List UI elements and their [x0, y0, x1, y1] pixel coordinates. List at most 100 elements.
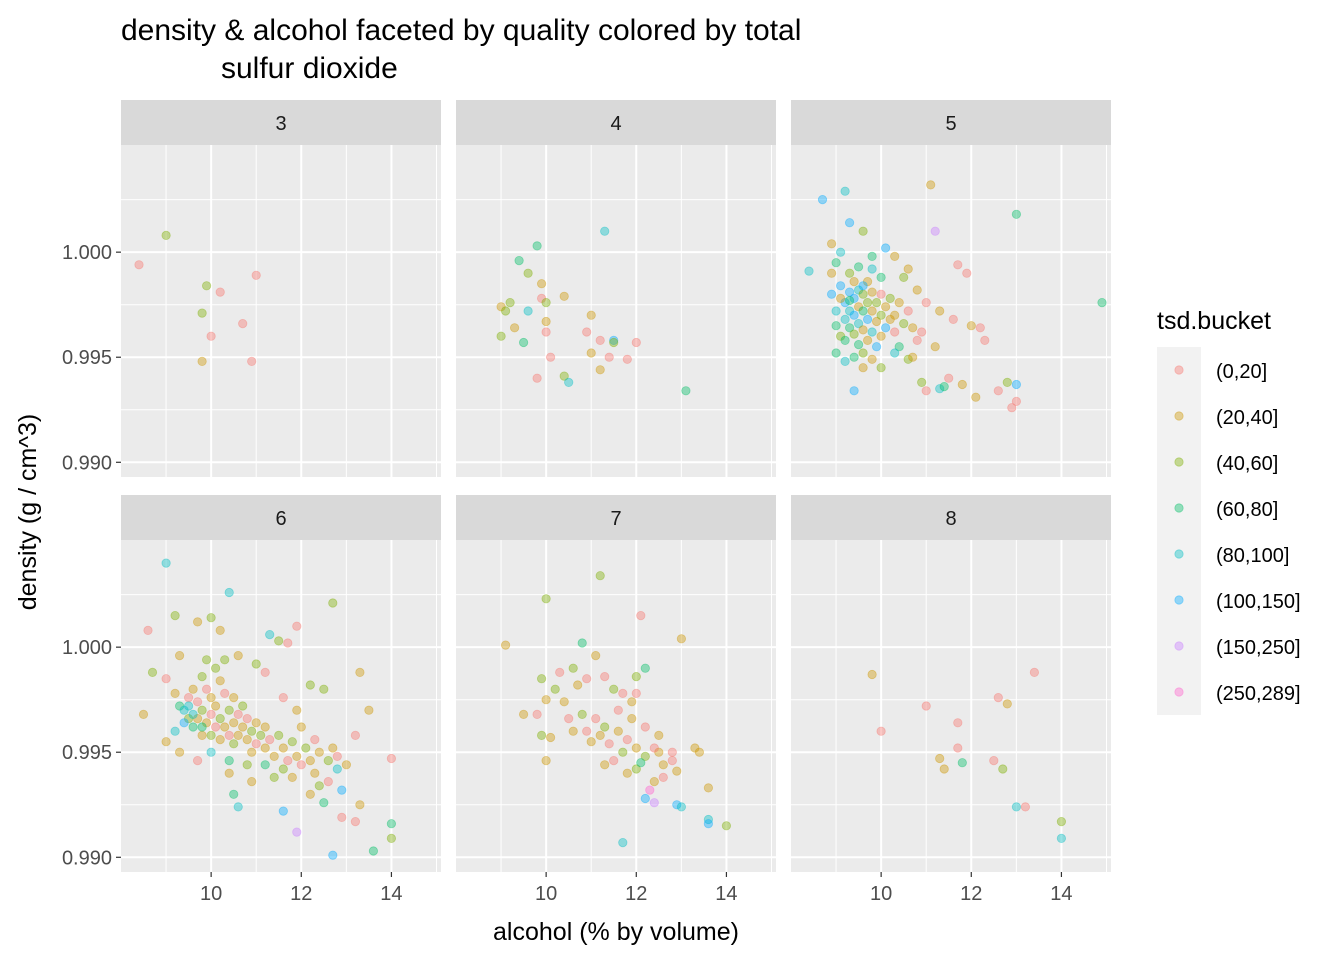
data-point [197, 671, 207, 682]
data-point [953, 718, 963, 728]
data-point [341, 760, 351, 770]
data-point [953, 260, 963, 270]
data-point [890, 327, 900, 337]
data-point [930, 342, 940, 352]
data-point [211, 663, 221, 673]
data-point [287, 772, 297, 783]
data-point [604, 739, 614, 749]
data-point [496, 331, 506, 341]
facet-strip [456, 495, 776, 540]
legend-label: (80,100] [1216, 545, 1289, 567]
data-point [694, 747, 705, 757]
data-point [238, 318, 248, 329]
data-point [305, 789, 315, 799]
data-point [840, 314, 850, 324]
data-point [871, 316, 882, 327]
legend-label: (60,80] [1216, 499, 1278, 521]
data-point [555, 667, 565, 678]
data-point [364, 705, 374, 715]
data-point [840, 186, 850, 196]
data-point [197, 730, 207, 741]
data-point [853, 302, 864, 312]
data-point [622, 768, 632, 778]
data-point [953, 743, 963, 753]
data-point [631, 337, 641, 348]
data-point [939, 764, 949, 774]
data-point [314, 747, 324, 757]
data-point [867, 327, 877, 337]
data-point [278, 743, 288, 753]
data-point [305, 680, 315, 690]
data-point [844, 268, 855, 278]
data-point [296, 722, 306, 732]
data-point [649, 743, 659, 753]
data-point [957, 758, 967, 768]
data-point [1056, 833, 1067, 844]
data-point [233, 730, 243, 741]
data-point [559, 371, 569, 381]
data-point [835, 331, 846, 341]
data-point [627, 697, 637, 707]
data-point [161, 558, 171, 568]
data-point [622, 354, 632, 364]
data-point [332, 764, 342, 774]
data-point [876, 310, 886, 320]
data-point [386, 753, 396, 764]
data-point [197, 722, 207, 732]
data-point [831, 348, 841, 358]
data-point [989, 755, 999, 766]
data-point [188, 684, 198, 694]
data-point [1020, 802, 1031, 812]
legend-key [1157, 623, 1201, 669]
data-point [844, 218, 855, 228]
data-point [867, 264, 877, 274]
data-point [703, 814, 714, 825]
legend-swatch [1174, 595, 1184, 605]
data-point [265, 629, 275, 640]
facet-strip-label: 3 [275, 113, 286, 135]
data-point [962, 268, 972, 278]
data-point [310, 768, 320, 778]
x-tick-label: 14 [715, 883, 737, 905]
data-point [147, 667, 158, 678]
data-point [957, 379, 967, 390]
data-point [193, 697, 203, 707]
legend-swatch [1174, 457, 1184, 467]
legend-key [1157, 669, 1201, 715]
data-point [350, 816, 360, 827]
data-point [229, 718, 239, 728]
data-point [672, 800, 682, 810]
data-point [890, 310, 900, 320]
data-point [206, 692, 216, 703]
data-point [224, 768, 234, 778]
data-point [215, 734, 225, 745]
data-point [844, 323, 855, 333]
data-point [242, 713, 252, 724]
data-point [921, 297, 931, 308]
data-point [211, 701, 221, 711]
legend-title: tsd.bucket [1157, 307, 1271, 335]
data-point [831, 258, 841, 268]
data-point [613, 726, 623, 736]
data-point [840, 356, 850, 366]
data-point [206, 613, 216, 623]
panel-background [791, 145, 1111, 477]
data-point [1007, 403, 1017, 413]
data-point [206, 747, 216, 757]
legend-label: (20,40] [1216, 407, 1278, 429]
y-tick-label: 0.990 [62, 847, 112, 869]
data-point [251, 739, 261, 749]
data-point [532, 373, 542, 383]
data-point [586, 310, 596, 320]
data-point [640, 793, 650, 804]
data-point [523, 306, 533, 316]
data-point [880, 302, 891, 312]
data-point [541, 594, 551, 604]
data-point [278, 692, 288, 703]
data-point [550, 684, 560, 694]
x-axes: 10 12 14 10 12 14 10 12 14 [200, 872, 1073, 905]
chart-title-line-2: sulfur dioxide [221, 52, 398, 85]
data-point [849, 386, 859, 396]
data-point [966, 321, 976, 331]
data-point [935, 306, 945, 316]
